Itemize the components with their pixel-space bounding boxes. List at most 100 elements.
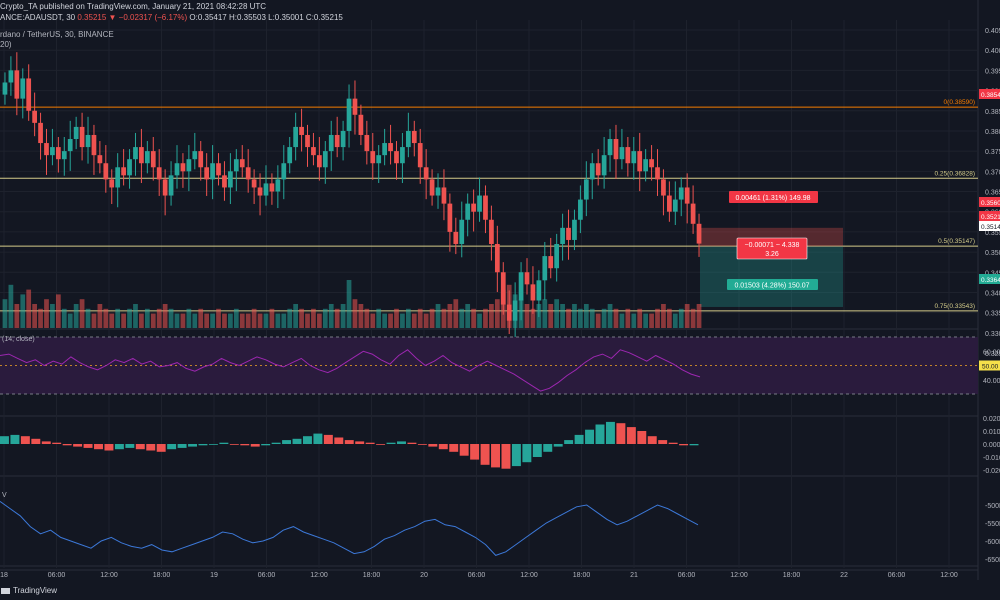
candle-body	[26, 78, 32, 111]
ao-bar	[146, 444, 156, 451]
time-tick-label: 12:00	[100, 572, 118, 579]
volume-bar	[293, 304, 299, 328]
time-tick-label: 12:00	[520, 572, 538, 579]
ao-bar	[323, 434, 333, 444]
volume-bar	[358, 304, 364, 328]
volume-bar	[281, 313, 287, 328]
volume-bar	[572, 304, 577, 328]
volume-bar	[500, 289, 506, 328]
price-tick-label: 0.3500	[985, 250, 1000, 257]
ao-bar	[292, 438, 302, 444]
volume-bar	[376, 308, 382, 328]
volume-bar	[684, 304, 690, 328]
time-tick-label: 21	[630, 572, 638, 579]
volume-bar	[560, 304, 565, 328]
time-tick-label: 22	[840, 572, 848, 579]
tradingview-footer[interactable]: TradingView	[0, 586, 57, 595]
ao-bar	[52, 442, 62, 444]
volume-bar	[174, 313, 180, 328]
ao-bar	[501, 444, 511, 469]
volume-bar	[352, 299, 358, 328]
ao-bar	[668, 442, 678, 444]
candle-body	[631, 151, 637, 164]
candle-body	[578, 199, 583, 220]
volume-bar	[542, 299, 548, 328]
price-label: 0.3521	[981, 214, 1000, 221]
candle-body	[8, 70, 14, 83]
candle-body	[210, 163, 215, 180]
candle-body	[465, 203, 471, 220]
volume-bar	[607, 304, 613, 328]
price-label-box	[979, 197, 1000, 207]
candle-body	[542, 256, 548, 281]
candle-body	[156, 167, 162, 180]
candle-body	[637, 151, 643, 172]
volume-bar	[447, 304, 453, 328]
rsi-label: (14, close)	[2, 336, 35, 343]
volume-bar	[678, 308, 684, 328]
time-tick-label: 18:00	[783, 572, 801, 579]
candle-body	[352, 98, 358, 115]
candle-body	[370, 151, 376, 164]
price-tick-label: 0.3400	[985, 290, 1000, 297]
time-tick-label: 06:00	[258, 572, 276, 579]
time-tick-label: 06:00	[678, 572, 696, 579]
volume-bar	[156, 308, 162, 328]
price-label-box	[979, 211, 1000, 221]
ao-bar	[198, 444, 208, 446]
volume-bar	[150, 313, 156, 328]
volume-bar	[257, 313, 263, 328]
candle-body	[245, 167, 251, 180]
volume-bar	[139, 313, 144, 328]
ao-bar	[261, 444, 271, 446]
ao-bar	[62, 444, 72, 446]
indicator-label[interactable]: 20)	[0, 40, 12, 49]
ohlc-values: O:0.35417 H:0.35503 L:0.35001 C:0.35215	[189, 13, 343, 22]
volume-bar	[400, 313, 405, 328]
candle-body	[186, 159, 192, 172]
candle-body	[524, 272, 530, 285]
symbol-label[interactable]: ANCE:ADAUSDT, 30	[0, 13, 76, 22]
volume-bar	[649, 313, 654, 328]
candle-body	[500, 272, 506, 305]
candle-body	[453, 231, 459, 244]
ao-bar	[626, 427, 636, 444]
volume-bar	[672, 313, 678, 328]
pnl-label-box	[736, 237, 808, 260]
obv-tick-label: -600M	[985, 539, 1000, 546]
candle-body	[625, 147, 631, 164]
volume-bar	[589, 308, 595, 328]
volume-bar	[512, 294, 518, 328]
candle-body	[530, 284, 536, 301]
price-tick-label: 0.4000	[985, 48, 1000, 55]
price-tick-label: 0.3550	[985, 230, 1000, 237]
ao-bar	[449, 444, 459, 452]
candle-body	[73, 126, 79, 140]
volume-bar	[536, 304, 542, 328]
time-tick-label: 18:00	[573, 572, 591, 579]
ao-bar	[407, 442, 417, 444]
ao-bar	[616, 423, 626, 444]
volume-bar	[595, 313, 601, 328]
tradingview-logo-icon	[1, 587, 10, 594]
ao-tick-label: -0.020	[983, 468, 1000, 475]
candle-body	[275, 179, 281, 192]
rsi-value-box	[979, 360, 1000, 371]
volume-bar	[103, 308, 109, 328]
candle-body	[459, 219, 465, 244]
publish-info: Crypto_TA published on TradingView.com, …	[0, 2, 267, 11]
candle-body	[180, 163, 186, 172]
ao-bar	[250, 444, 260, 447]
time-tick-label: 20	[420, 572, 428, 579]
time-tick-label: 18	[0, 572, 8, 579]
ao-bar	[114, 444, 124, 450]
ao-bar	[470, 444, 480, 460]
volume-bar	[245, 313, 251, 328]
volume-bar	[8, 284, 14, 328]
time-tick-label: 12:00	[730, 572, 748, 579]
volume-bar	[144, 308, 150, 328]
candle-body	[346, 98, 352, 131]
price-tick-label: 0.3300	[985, 331, 1000, 338]
volume-bar	[269, 308, 275, 328]
